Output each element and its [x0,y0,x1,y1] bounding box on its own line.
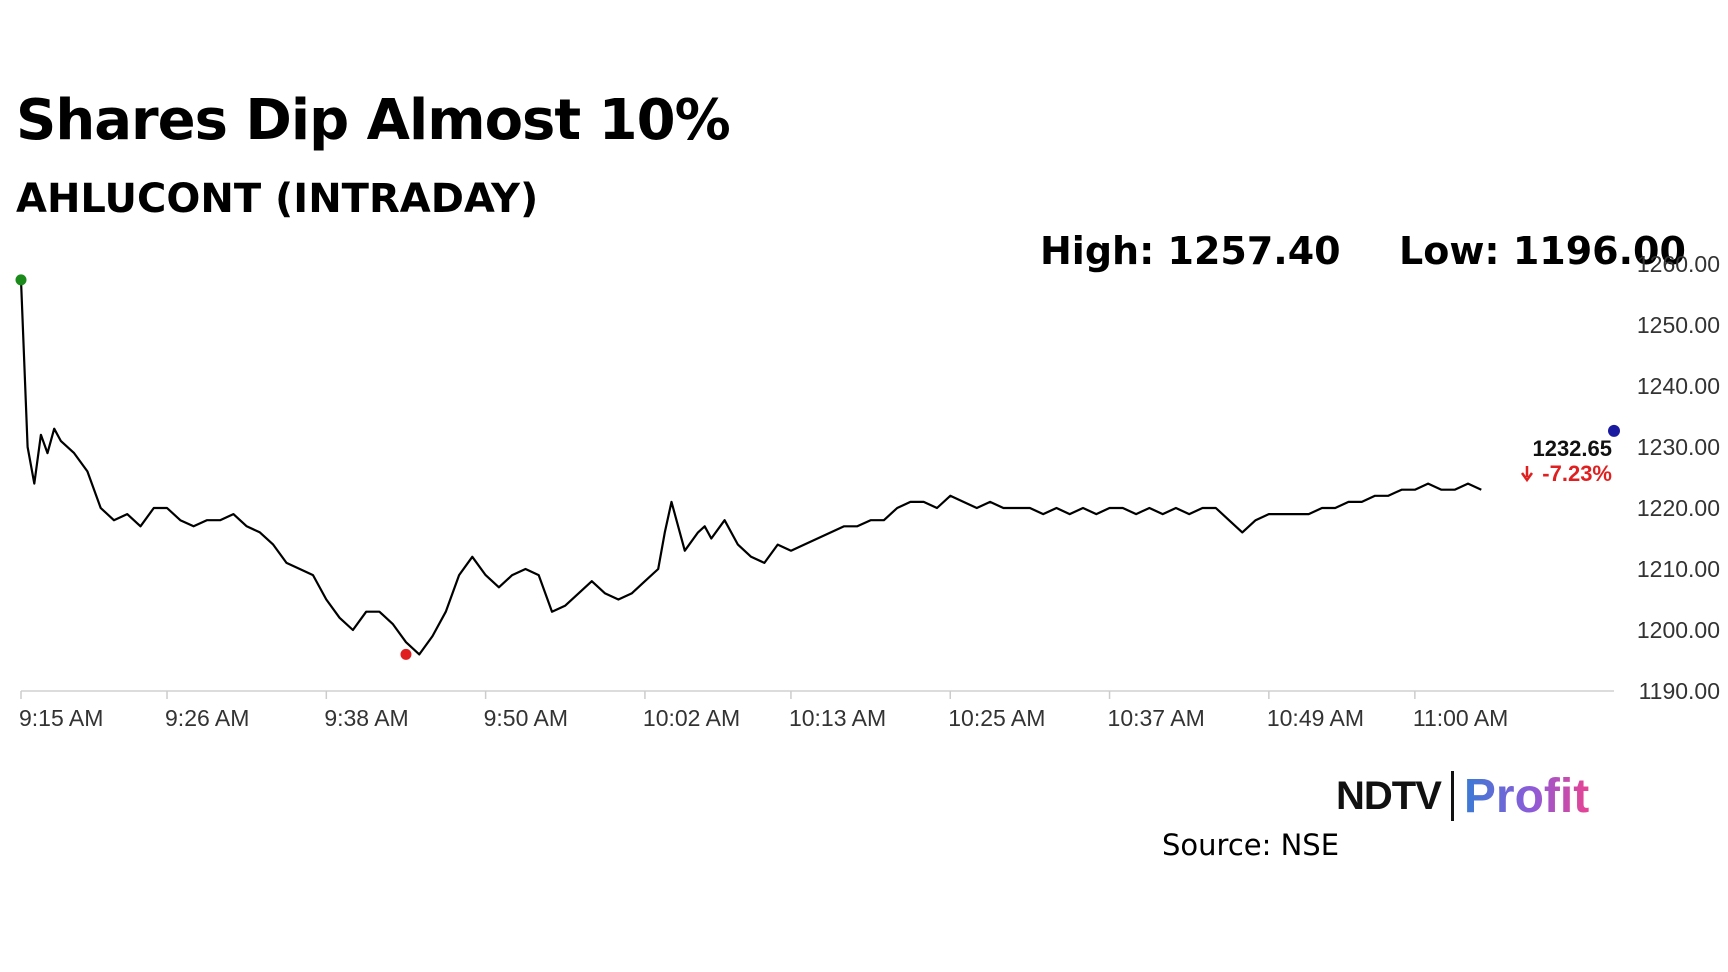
y-tick-label: 1200.00 [1637,617,1720,643]
chart-subtitle: AHLUCONT (INTRADAY) [16,176,539,222]
y-tick-label: 1240.00 [1637,373,1720,399]
x-tick-label: 10:37 AM [1108,705,1205,731]
source-note: Source: NSE [1162,828,1340,862]
x-tick-label: 11:00 AM [1413,705,1508,731]
y-axis: 1190.00 1200.00 1210.00 1220.00 1230.00 1240.… [1637,251,1720,704]
high-point-marker [15,274,27,286]
x-tick-label: 10:25 AM [948,705,1045,731]
change-percent-label: -7.23% [1542,461,1612,486]
x-tick-label: 10:02 AM [643,705,740,731]
x-tick-label: 9:15 AM [19,705,103,731]
x-tick-label: 10:49 AM [1267,705,1364,731]
change-label-group: -7.23% [1520,461,1612,486]
x-tick-label: 10:13 AM [789,705,886,731]
x-axis: 9:15 AM 9:26 AM 9:38 AM 9:50 AM 10:02 AM 10:1… [19,690,1614,731]
last-price-marker [1608,424,1620,437]
price-line [19,279,1482,656]
low-stat: Low: 1196.00 [1399,229,1686,273]
low-point-marker [400,648,412,660]
chart-title: Shares Dip Almost 10% [16,88,731,153]
y-tick-label: 1250.00 [1637,312,1720,338]
y-tick-label: 1260.00 [1637,251,1720,277]
high-stat: High: 1257.40 [1040,229,1341,273]
y-tick-label: 1230.00 [1637,434,1720,460]
down-arrow-icon [1520,466,1534,483]
y-tick-label: 1210.00 [1637,556,1720,582]
y-tick-label: 1220.00 [1637,495,1720,521]
x-tick-label: 9:50 AM [484,705,568,731]
x-tick-label: 9:38 AM [324,705,408,731]
logo-profit-text: Profit [1463,769,1590,823]
x-tick-label: 9:26 AM [165,705,249,731]
logo-ndtv-text: NDTV [1336,773,1442,818]
y-tick-label: 1190.00 [1639,678,1720,704]
ndtv-profit-logo: NDTV Profit [1336,769,1590,823]
logo-divider [1450,771,1454,821]
last-value-label: 1232.65 [1532,436,1612,461]
plot-area: 1232.65-7.23% [15,274,1620,660]
